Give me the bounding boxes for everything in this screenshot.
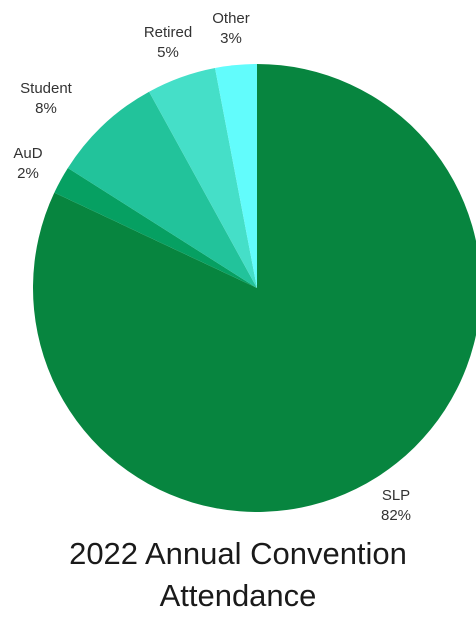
chart-title-line-1: 2022 Annual Convention (69, 536, 407, 571)
pie-slice-aud (54, 167, 257, 288)
slice-label-name-slp: SLP (382, 487, 410, 504)
slice-label-value-other: 3% (220, 30, 242, 47)
pie-slices (33, 64, 476, 512)
chart-title-line-2: Attendance (159, 578, 317, 613)
slice-label-name-student: Student (20, 80, 73, 97)
slice-label-value-slp: 82% (381, 507, 411, 524)
pie-slice-retired (149, 67, 257, 289)
pie-slice-other (215, 64, 257, 288)
pie-slice-slp (33, 64, 476, 512)
slice-label-value-student: 8% (35, 100, 57, 117)
slice-labels: SLP 82% AuD 2% Student 8% Retired 5% Other 3% (13, 10, 411, 524)
slice-label-value-aud: 2% (17, 165, 39, 182)
slice-label-value-retired: 5% (157, 44, 179, 61)
pie-slice-student (67, 91, 257, 288)
chart-title: 2022 Annual Convention Attendance (0, 533, 476, 617)
slice-label-name-other: Other (212, 10, 250, 27)
slice-label-name-aud: AuD (13, 145, 42, 162)
slice-label-name-retired: Retired (144, 24, 192, 41)
